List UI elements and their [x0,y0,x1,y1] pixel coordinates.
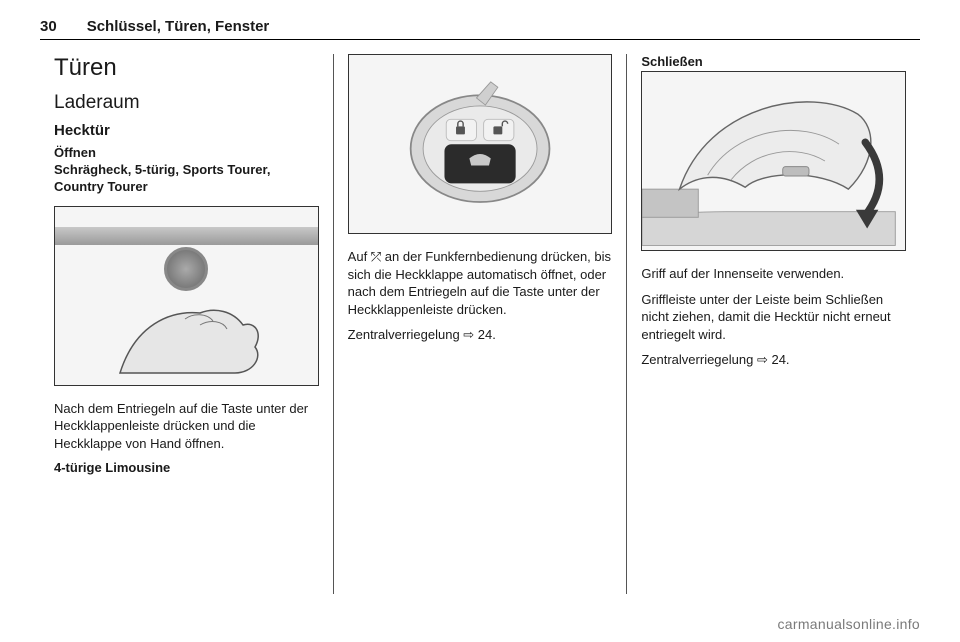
column-2: Auf ⤱ an der Funkfernbedienung drücken, … [333,54,627,594]
section-heading-doors: Türen [54,54,319,82]
figure-tailgate-close [641,71,906,251]
figure-tailgate-button [54,206,319,386]
page-number: 30 [40,18,57,35]
subheading-close: Schließen [641,54,906,69]
instruction-fob: Auf ⤱ an der Funkfernbedienung drücken, … [348,248,613,318]
page-header: 30 Schlüssel, Türen, Fenster [40,18,920,40]
instruction-grip: Griff auf der Innenseite verwenden. [641,265,906,283]
variant-list: Schrägheck, 5-türig, Sports Tourer, Coun… [54,162,319,196]
chapter-title: Schlüssel, Türen, Fenster [87,18,270,35]
instruction-after-unlock: Nach dem Entriegeln auf die Taste unter … [54,400,319,453]
xref-central-locking-2: Zentralverriegelung ⇨ 24. [641,351,906,369]
section-heading-tailgate: Hecktür [54,122,319,139]
content-columns: Türen Laderaum Hecktür Öffnen Schrägheck… [40,54,920,594]
subheading-sedan: 4-türige Limousine [54,460,319,475]
subheading-open: Öffnen [54,145,319,160]
section-heading-loadspace: Laderaum [54,92,319,114]
column-3: Schließen Griff auf der Inne [626,54,920,594]
trunk-strip [55,227,318,245]
instruction-warning: Griffleiste unter der Leiste beim Schlie… [641,291,906,344]
manual-page: 30 Schlüssel, Türen, Fenster Türen Lader… [0,0,960,642]
footer-url: carmanualsonline.info [778,616,921,632]
column-1: Türen Laderaum Hecktür Öffnen Schrägheck… [40,54,333,594]
xref-central-locking-1: Zentralverriegelung ⇨ 24. [348,326,613,344]
figure-key-fob [348,54,613,234]
hand-icon [115,285,265,375]
